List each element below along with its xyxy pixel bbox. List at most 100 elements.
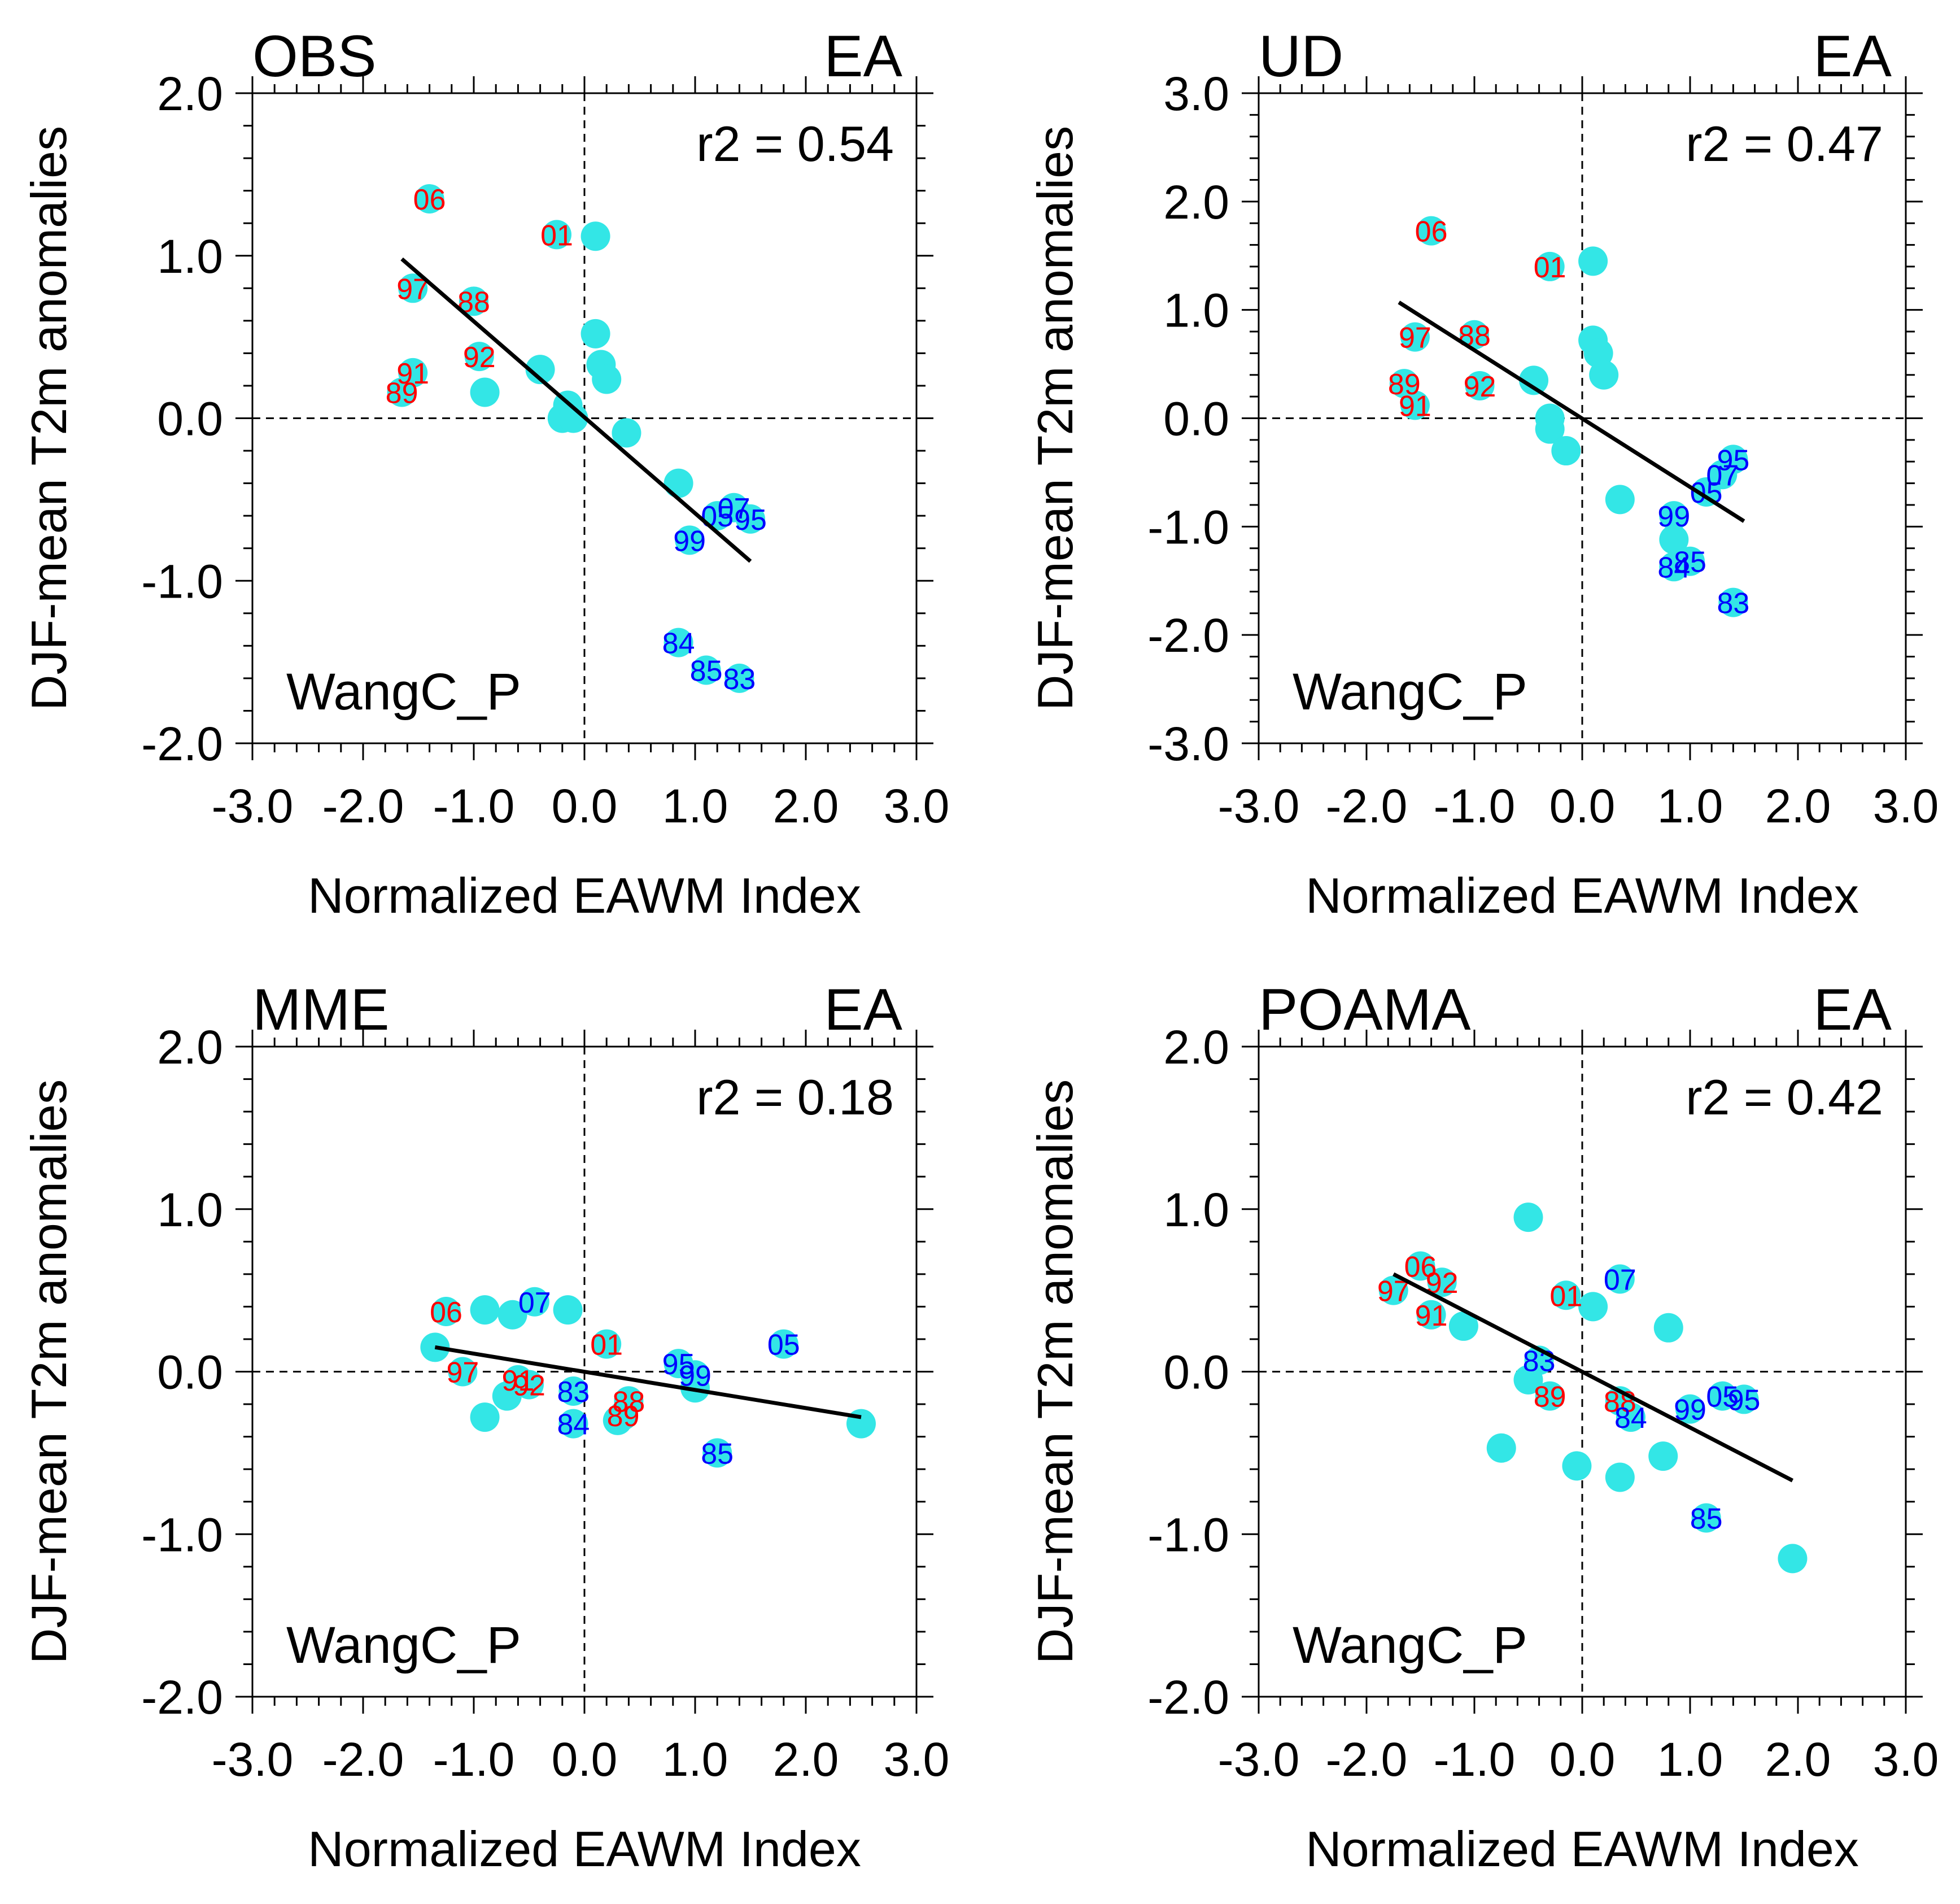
scatter-point xyxy=(1405,1251,1435,1281)
x-tick-label: -1.0 xyxy=(1434,779,1516,833)
scatter-point xyxy=(414,184,444,214)
r2-label: r2 = 0.47 xyxy=(1686,116,1883,172)
scatter-point xyxy=(1486,1433,1516,1463)
year-label: 91 xyxy=(1399,390,1431,422)
r2-label: r2 = 0.42 xyxy=(1686,1069,1883,1125)
year-label: 83 xyxy=(1717,587,1749,620)
x-tick-label: -1.0 xyxy=(433,779,515,833)
scatter-point xyxy=(1605,1264,1635,1294)
scatter-point xyxy=(470,1295,500,1325)
y-tick-label: -1.0 xyxy=(141,555,223,608)
scatter-point xyxy=(1691,1503,1721,1533)
scatter-point xyxy=(387,377,417,407)
year-label: 06 xyxy=(430,1296,462,1329)
x-tick-label: -2.0 xyxy=(322,1733,404,1786)
scatter-point xyxy=(1589,360,1619,390)
scatter-point xyxy=(1691,477,1721,507)
scatter-point xyxy=(464,342,494,372)
scatter-point xyxy=(525,355,555,385)
index-name-label: WangC_P xyxy=(1293,663,1527,721)
scatter-point xyxy=(553,1295,583,1325)
x-tick-label: -1.0 xyxy=(1434,1733,1516,1786)
year-label: 95 xyxy=(662,1348,695,1381)
scatter-point xyxy=(1400,390,1430,420)
x-tick-label: -2.0 xyxy=(1326,779,1408,833)
y-tick-label: 0.0 xyxy=(157,1346,223,1399)
year-label: 95 xyxy=(734,504,767,537)
year-label: 97 xyxy=(1399,322,1431,355)
y-axis-label: DJF-mean T2m anomalies xyxy=(21,126,77,711)
y-tick-label: 2.0 xyxy=(1163,1021,1229,1074)
y-tick-label: -2.0 xyxy=(1147,609,1229,662)
region-label: EA xyxy=(1813,977,1892,1043)
y-axis-label: DJF-mean T2m anomalies xyxy=(1027,1079,1083,1664)
y-tick-label: -2.0 xyxy=(141,717,223,770)
x-tick-label: -2.0 xyxy=(1326,1733,1408,1786)
y-tick-label: 2.0 xyxy=(1163,176,1229,229)
x-tick-label: 1.0 xyxy=(662,1733,728,1786)
scatter-point xyxy=(470,1402,500,1432)
year-label: 92 xyxy=(1464,371,1496,403)
year-label: 84 xyxy=(662,628,695,660)
scatter-point xyxy=(459,286,488,316)
scatter-point xyxy=(1659,501,1689,531)
scatter-point xyxy=(470,377,500,407)
year-label: 89 xyxy=(386,377,418,409)
y-axis-label: DJF-mean T2m anomalies xyxy=(1027,126,1083,711)
scatter-point xyxy=(431,1297,461,1327)
scatter-point xyxy=(558,1409,588,1439)
scatter-point xyxy=(558,1376,588,1406)
scatter-point xyxy=(769,1329,798,1359)
year-label: 05 xyxy=(1706,1381,1739,1414)
scatter-point xyxy=(1551,436,1581,466)
x-tick-label: -3.0 xyxy=(212,1733,294,1786)
scatter-point xyxy=(663,468,693,498)
scatter-point xyxy=(520,1287,549,1317)
scatter-point xyxy=(1718,587,1748,617)
year-label: 92 xyxy=(463,341,496,374)
scatter-point xyxy=(1535,251,1565,281)
x-axis-label: Normalized EAWM Index xyxy=(1306,1821,1859,1877)
r2-label: r2 = 0.18 xyxy=(696,1069,894,1125)
scatter-point xyxy=(558,403,588,433)
scatter-point xyxy=(1653,1313,1683,1343)
scatter-point xyxy=(1535,1381,1565,1411)
year-label: 88 xyxy=(612,1385,645,1418)
x-tick-label: 3.0 xyxy=(884,1733,950,1786)
year-label: 95 xyxy=(1728,1384,1761,1417)
y-tick-label: 2.0 xyxy=(157,1021,223,1074)
scatter-point xyxy=(1708,1381,1738,1411)
panel-poama: -3.0 -2.0 -1.0 0.0 1.0 2.0 3.0 -2.0 -1.0 0.0 1.0 2.… xyxy=(1027,977,1939,1877)
y-tick-label: 1.0 xyxy=(1163,1183,1229,1236)
year-label: 83 xyxy=(557,1376,590,1409)
year-label: 99 xyxy=(673,525,706,557)
x-tick-label: 1.0 xyxy=(662,779,728,833)
x-tick-label: -3.0 xyxy=(1218,779,1300,833)
year-label: 95 xyxy=(1717,444,1749,477)
panel-obs: -3.0 -2.0 -1.0 0.0 1.0 2.0 3.0 -2.0 -1.0 0.0 1.0 2.… xyxy=(21,24,949,923)
x-tick-label: -1.0 xyxy=(433,1733,515,1786)
scatter-point xyxy=(398,273,428,303)
region-label: EA xyxy=(824,977,902,1043)
x-tick-label: 0.0 xyxy=(552,1733,618,1786)
regression-line xyxy=(1398,300,1745,523)
y-tick-label: -2.0 xyxy=(1147,1671,1229,1724)
scatter-point xyxy=(1778,1544,1808,1574)
scatter-point xyxy=(1378,1275,1408,1305)
year-label: 07 xyxy=(1604,1263,1636,1296)
y-tick-label: 1.0 xyxy=(157,1183,223,1236)
scatter-point xyxy=(1416,216,1446,246)
y-tick-label: 3.0 xyxy=(1163,67,1229,120)
y-tick-label: 0.0 xyxy=(157,393,223,446)
scatter-point xyxy=(1465,371,1495,400)
scatter-point xyxy=(1535,414,1565,444)
y-tick-label: 0.0 xyxy=(1163,393,1229,446)
scatter-point xyxy=(1578,1292,1608,1322)
panel-title: UD xyxy=(1259,24,1343,89)
x-tick-label: -2.0 xyxy=(322,779,404,833)
year-label: 91 xyxy=(396,358,429,390)
y-tick-label: -2.0 xyxy=(141,1671,223,1724)
region-label: EA xyxy=(1813,24,1892,89)
